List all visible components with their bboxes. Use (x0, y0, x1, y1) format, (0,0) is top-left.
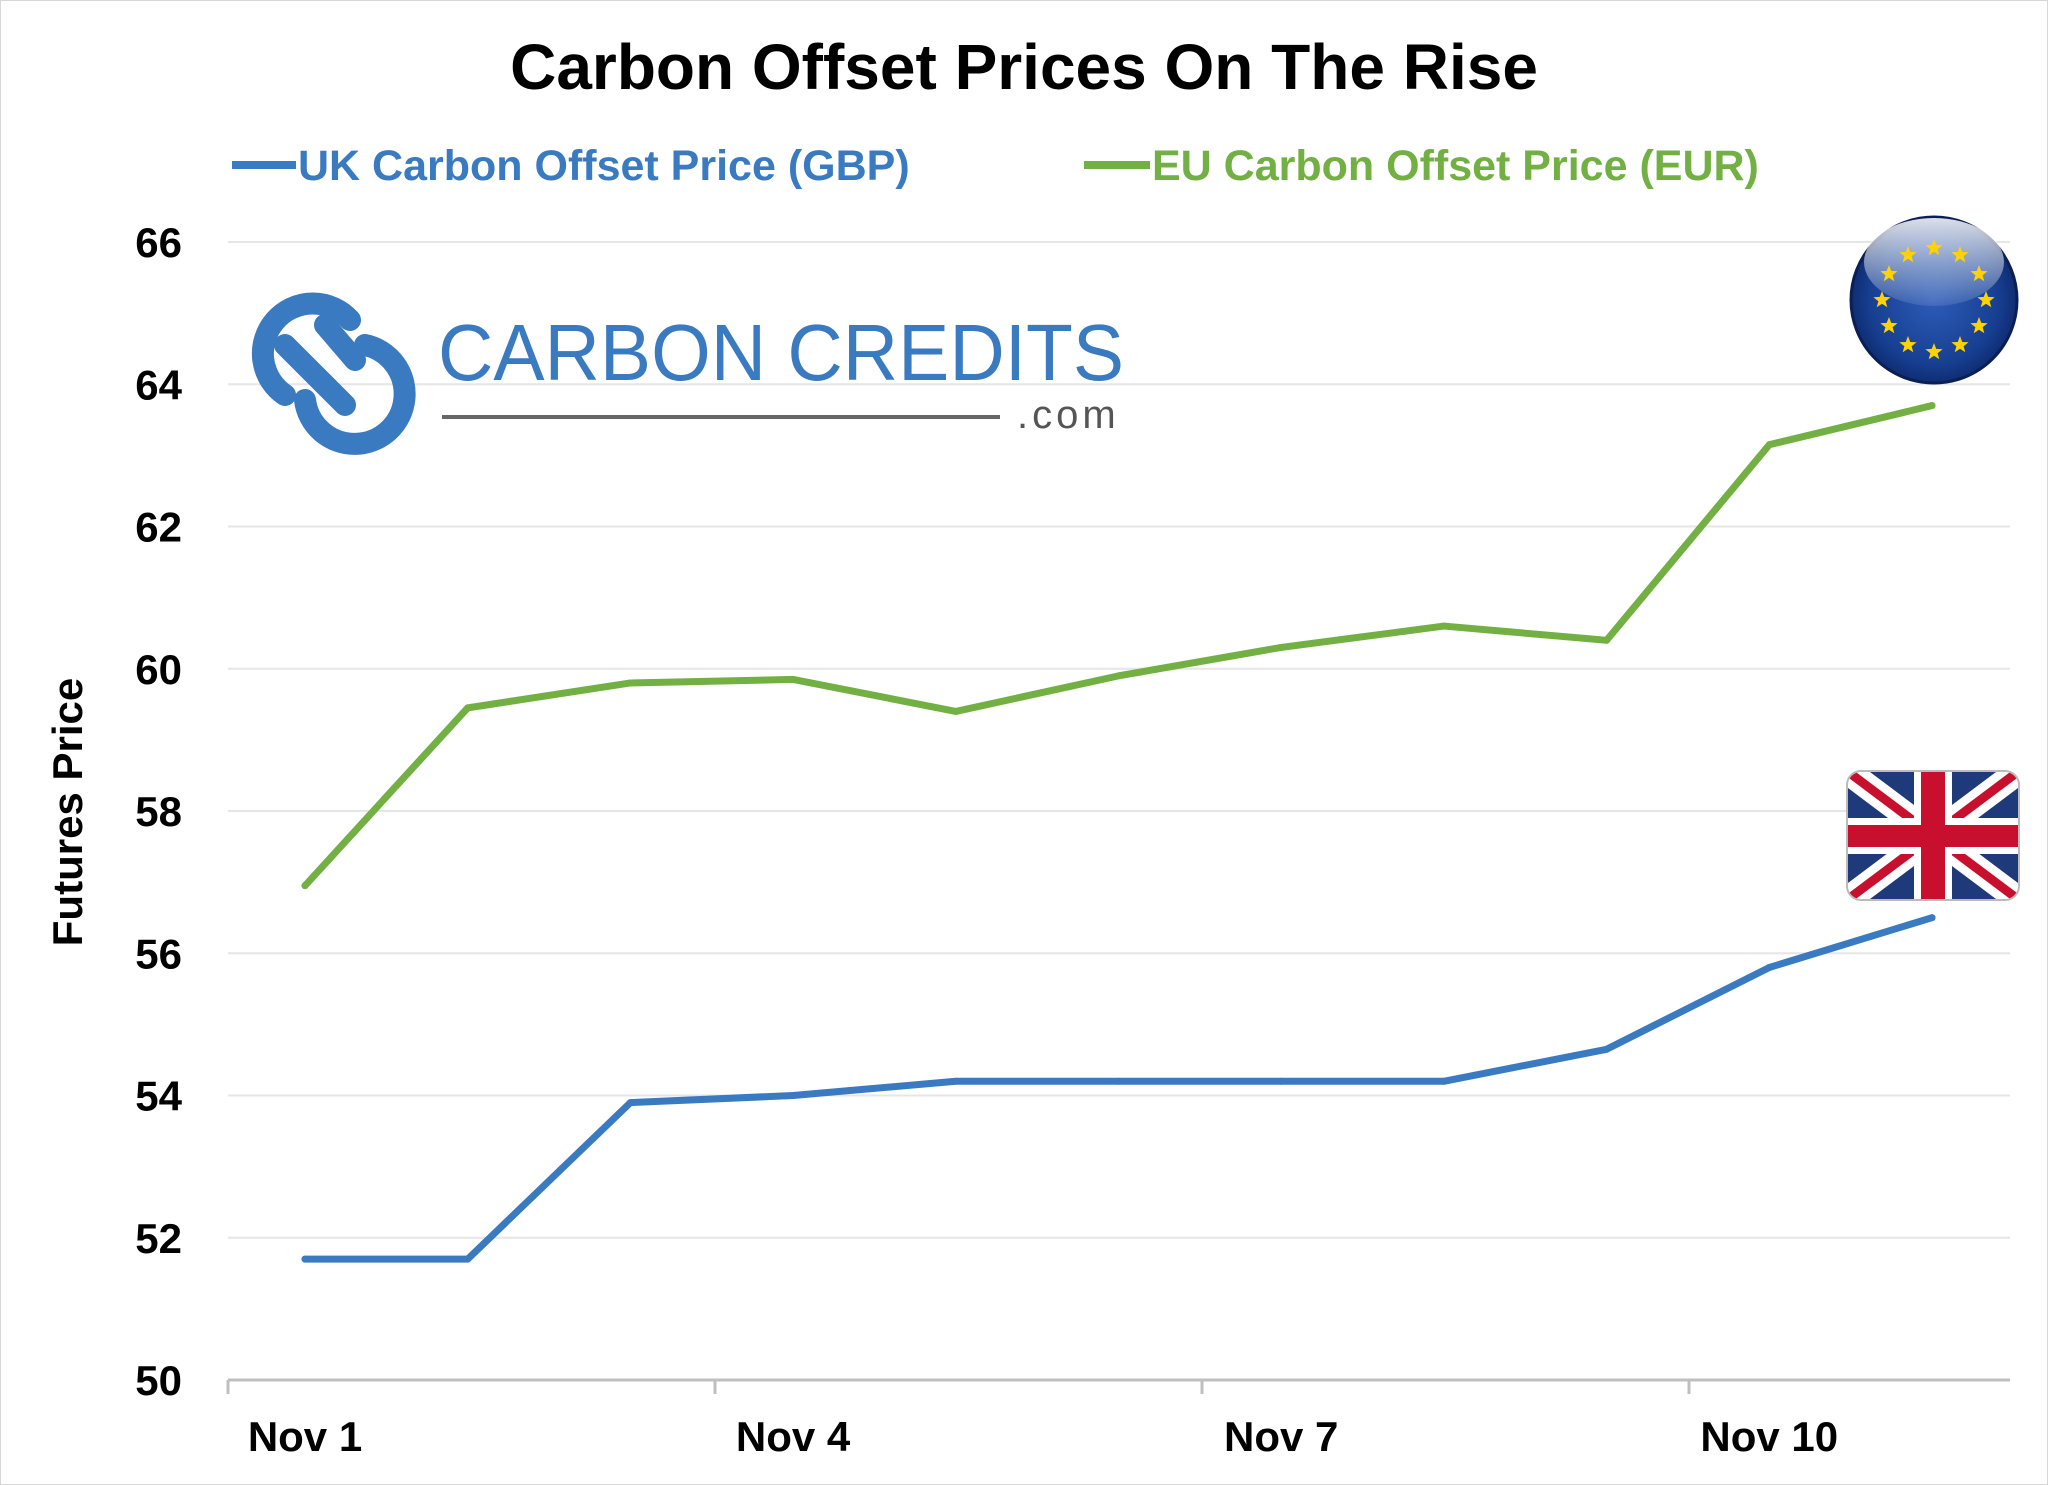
series-point (952, 707, 960, 715)
series-point (1603, 1045, 1611, 1053)
y-tick-label: 52 (135, 1215, 182, 1262)
gridlines (228, 241, 2010, 1239)
eu-star-icon (1880, 265, 1898, 282)
x-tick-label: Nov 10 (1700, 1413, 1838, 1460)
series-point (1928, 402, 1936, 410)
eu-star-icon (1951, 246, 1969, 263)
series-point (1928, 914, 1936, 922)
series-point (1115, 672, 1122, 680)
legend-label-eu: EU Carbon Offset Price (EUR) (1152, 142, 1759, 190)
eu-flag-icon (1849, 215, 2019, 385)
series-point (1603, 636, 1611, 644)
y-tick-label: 54 (135, 1073, 182, 1120)
eu-star-icon (1925, 239, 1943, 256)
carbon-credits-logo-icon (251, 292, 416, 455)
logo-suffix: .com (1017, 393, 1120, 437)
y-tick-label: 62 (135, 504, 182, 551)
eu-star-icon (1899, 336, 1917, 353)
series-point (464, 1255, 472, 1263)
eu-star-icon (1880, 317, 1898, 334)
x-axis: Nov 1 Nov 4 Nov 7 Nov 10 (226, 1378, 2010, 1460)
series-point (1440, 1077, 1448, 1085)
series-point (626, 1099, 634, 1107)
uk-flag-icon (1846, 770, 2020, 901)
series-point (1765, 441, 1773, 449)
eu-star-icon (1925, 343, 1943, 360)
series-point (1115, 1077, 1122, 1085)
series-point (301, 1255, 309, 1263)
y-tick-label: 64 (135, 361, 182, 408)
series-point (1765, 963, 1773, 971)
series-point (1440, 622, 1448, 630)
eu-star-icon (1951, 336, 1969, 353)
eu-star-icon (1899, 246, 1917, 263)
y-axis-label: Futures Price (44, 678, 91, 946)
chart-title: Carbon Offset Prices On The Rise (510, 31, 1538, 103)
y-tick-label: 56 (135, 930, 182, 977)
x-tick-label: Nov 1 (248, 1413, 362, 1460)
series-point (301, 882, 309, 890)
series-point (789, 1092, 797, 1099)
series-layer (301, 402, 1936, 1263)
eu-star-icon (1977, 291, 1995, 308)
eu-star-icon (1873, 291, 1891, 308)
eu-star-icon (1970, 265, 1988, 282)
series-point (1277, 643, 1285, 651)
y-tick-label: 50 (135, 1357, 182, 1404)
series-point (789, 675, 797, 683)
y-tick-label: 58 (135, 788, 182, 835)
y-axis-ticks: 50 52 54 56 58 60 62 64 66 (135, 219, 182, 1404)
series-point (626, 679, 634, 687)
carbon-credits-logo: CARBON CREDITS .com (251, 292, 1124, 455)
legend: UK Carbon Offset Price (GBP) EU Carbon O… (232, 142, 1759, 190)
x-tick-label: Nov 7 (1224, 1413, 1338, 1460)
y-tick-label: 60 (135, 646, 182, 693)
series-point (952, 1077, 960, 1085)
series-point (464, 704, 472, 712)
legend-label-uk: UK Carbon Offset Price (GBP) (298, 142, 910, 190)
logo-wordmark: CARBON CREDITS (438, 308, 1124, 397)
series-point (1277, 1077, 1285, 1085)
eu-star-icon (1970, 317, 1988, 334)
y-tick-label: 66 (135, 219, 182, 266)
x-tick-label: Nov 4 (736, 1413, 851, 1460)
